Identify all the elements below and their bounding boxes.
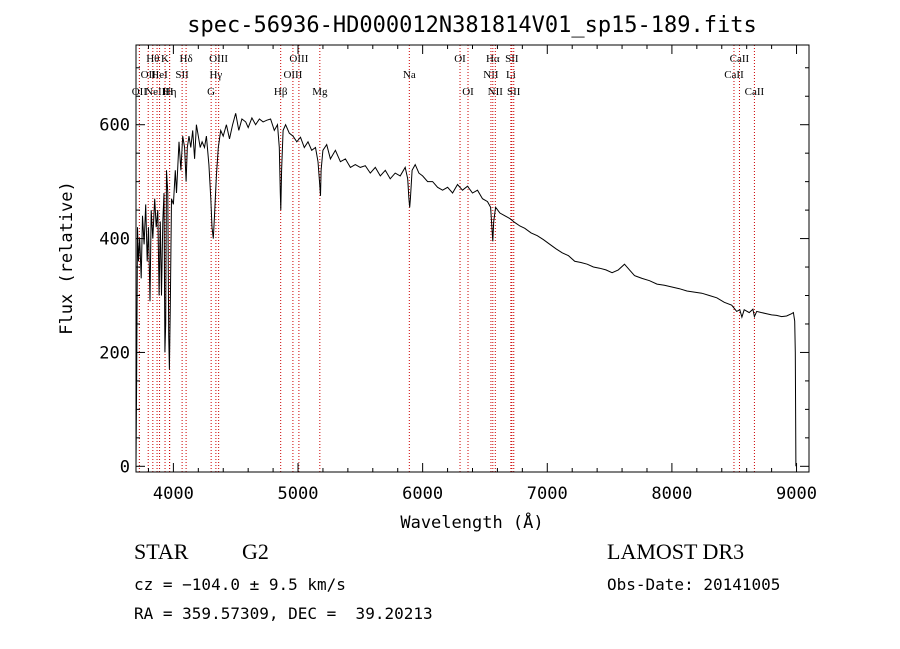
x-tick-label: 9000 bbox=[776, 484, 817, 504]
y-tick-label: 0 bbox=[120, 457, 130, 477]
spectral-line-label: OI bbox=[454, 53, 466, 65]
spectral-line-label: Hγ bbox=[209, 69, 222, 81]
y-axis-label: Flux (relative) bbox=[57, 181, 77, 335]
spectral-line-label: OII bbox=[141, 69, 157, 81]
spectral-line-label: NeIII bbox=[145, 86, 169, 98]
y-tick-label: 400 bbox=[99, 230, 130, 250]
spectral-line-label: CaII bbox=[745, 86, 765, 98]
spectral-line-label: Hβ bbox=[274, 86, 288, 98]
spectral-line-label: G bbox=[207, 86, 215, 98]
x-tick-label: 7000 bbox=[527, 484, 568, 504]
y-tick-label: 200 bbox=[99, 343, 130, 363]
spectral-line-label: Hδ bbox=[180, 53, 193, 65]
coordinates-info: RA = 359.57309, DEC = 39.20213 bbox=[134, 604, 433, 623]
spectral-line-label: SII bbox=[505, 53, 519, 65]
spectral-line-label: Li bbox=[506, 69, 516, 81]
flux-series-line bbox=[135, 113, 797, 467]
chart-title: spec-56936-HD000012N381814V01_sp15-189.f… bbox=[187, 13, 757, 38]
spectral-line-label: NII bbox=[488, 86, 504, 98]
x-tick-label: 4000 bbox=[153, 484, 194, 504]
spectral-line-markers: OIIOIIHθNeIIIHeIKHηHSIIHδGHγOIIIHβOIIIOI… bbox=[132, 45, 765, 472]
plot-frame bbox=[135, 44, 810, 473]
spectral-line-label: HeI bbox=[151, 69, 168, 81]
spectral-line-label: OIII bbox=[209, 53, 228, 65]
spectral-line-label: OIII bbox=[289, 53, 308, 65]
x-tick-label: 6000 bbox=[402, 484, 443, 504]
y-tick-label: 600 bbox=[99, 116, 130, 136]
observation-date: Obs-Date: 20141005 bbox=[607, 575, 781, 594]
object-subclass: G2 bbox=[242, 539, 269, 564]
x-axis-label: Wavelength (Å) bbox=[400, 511, 543, 533]
survey-name: LAMOST DR3 bbox=[607, 539, 745, 564]
spectral-line-label: SII bbox=[507, 86, 521, 98]
spectral-line-label: NII bbox=[483, 69, 499, 81]
spectral-line-label: CaII bbox=[724, 69, 744, 81]
spectral-line-label: CaII bbox=[730, 53, 750, 65]
spectral-line-label: SII bbox=[175, 69, 189, 81]
spectral-line-label: Mg bbox=[312, 86, 328, 98]
object-class: STAR bbox=[134, 539, 189, 564]
spectral-line-label: Hη bbox=[163, 86, 177, 98]
x-tick-label: 5000 bbox=[278, 484, 319, 504]
spectral-line-label: Na bbox=[403, 69, 416, 81]
spectral-line-label: OI bbox=[462, 86, 474, 98]
x-tick-label: 8000 bbox=[651, 484, 692, 504]
spectral-line-label: H bbox=[166, 86, 174, 98]
x-axis: 4000 5000 6000 7000 8000 9000 bbox=[147, 45, 817, 504]
redshift-info: cz = −104.0 ± 9.5 km/s bbox=[134, 575, 346, 594]
spectral-line-label: OIII bbox=[283, 69, 302, 81]
spectral-line-label: Hα bbox=[486, 53, 500, 65]
spectral-line-label: Hθ bbox=[146, 53, 159, 65]
y-axis: 0 200 400 600 bbox=[99, 67, 809, 477]
spectral-line-label: K bbox=[161, 53, 169, 65]
